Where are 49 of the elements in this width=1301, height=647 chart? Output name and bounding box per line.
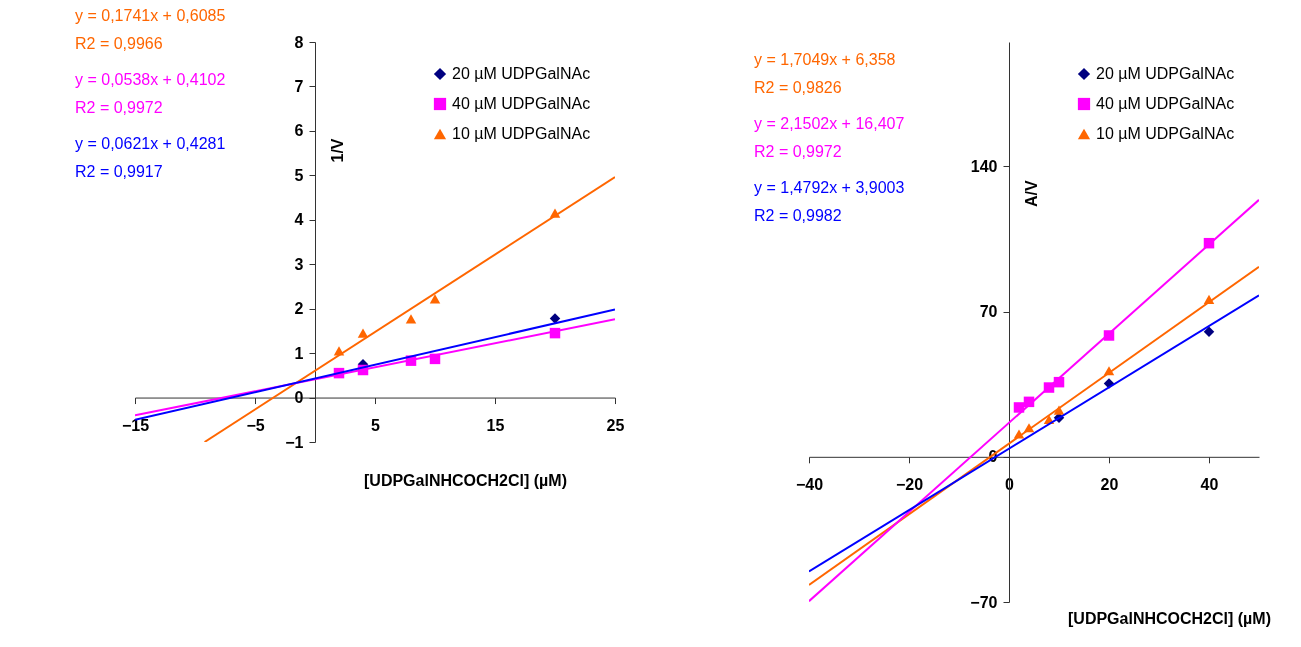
legend-label: 40 µM UDPGalNAc <box>1096 95 1235 112</box>
y-tick-label: 7 <box>294 77 304 95</box>
x-tick-label: 40 <box>1200 476 1219 494</box>
annotation: R2 = 0,9966 <box>75 35 163 52</box>
annotation: y = 0,0621x + 0,4281 <box>75 135 226 152</box>
x-tick-label: 5 <box>371 417 381 435</box>
annotation: y = 1,4792x + 3,9003 <box>754 179 905 196</box>
annotation: R2 = 0,9917 <box>75 163 163 180</box>
y-tick-label: 0 <box>294 389 304 407</box>
y-axis-title: 1/V <box>328 138 346 163</box>
y-tick-label: 70 <box>979 303 998 321</box>
annotation: y = 2,1502x + 16,407 <box>754 115 905 132</box>
y-tick-label: 6 <box>294 122 304 140</box>
y-tick-label: 2 <box>294 300 304 318</box>
x-tick-label: −15 <box>121 417 150 435</box>
point <box>357 328 369 338</box>
x-tick-label: −40 <box>795 476 824 494</box>
y-tick-label: 5 <box>294 166 304 184</box>
annotation: y = 0,0538x + 0,4102 <box>75 71 226 88</box>
legend-label: 10 µM UDPGalNAc <box>1096 125 1235 142</box>
legend-label: 40 µM UDPGalNAc <box>452 95 591 112</box>
point <box>1013 402 1025 413</box>
y-tick-label: 3 <box>294 255 304 273</box>
y-tick-label: 8 <box>294 33 304 51</box>
x-tick-label: 15 <box>486 417 505 435</box>
legend-label: 10 µM UDPGalNAc <box>452 125 591 142</box>
annotation: R2 = 0,9972 <box>754 143 842 160</box>
y-tick-label: 4 <box>294 211 304 229</box>
point <box>429 294 441 304</box>
y-axis-title: A/V <box>1022 180 1040 208</box>
point <box>1203 326 1215 337</box>
y-tick-label: 140 <box>970 157 998 175</box>
x-tick-label: −20 <box>895 476 924 494</box>
y-tick-label: 1 <box>294 344 304 362</box>
annotation: y = 1,7049x + 6,358 <box>754 51 896 68</box>
annotation: R2 = 0,9982 <box>754 207 842 224</box>
point <box>405 314 417 324</box>
y-tick-label: −70 <box>970 593 998 611</box>
x-tick-label: 20 <box>1100 476 1119 494</box>
x-axis-title: [UDPGalNHCOCH2Cl] (µM) <box>1068 609 1271 627</box>
legend-label: 20 µM UDPGalNAc <box>452 65 591 82</box>
annotation: R2 = 0,9972 <box>75 99 163 116</box>
legend-label: 20 µM UDPGalNAc <box>1096 65 1235 82</box>
annotation: R2 = 0,9826 <box>754 79 842 96</box>
x-axis-title: [UDPGalNHCOCH2Cl] (µM) <box>364 472 567 490</box>
text: y = 0,1741x + 0,6085 <box>75 7 226 24</box>
y-tick-label: −1 <box>285 433 304 451</box>
x-tick-label: 25 <box>606 417 625 435</box>
x-tick-label: −5 <box>246 417 265 435</box>
